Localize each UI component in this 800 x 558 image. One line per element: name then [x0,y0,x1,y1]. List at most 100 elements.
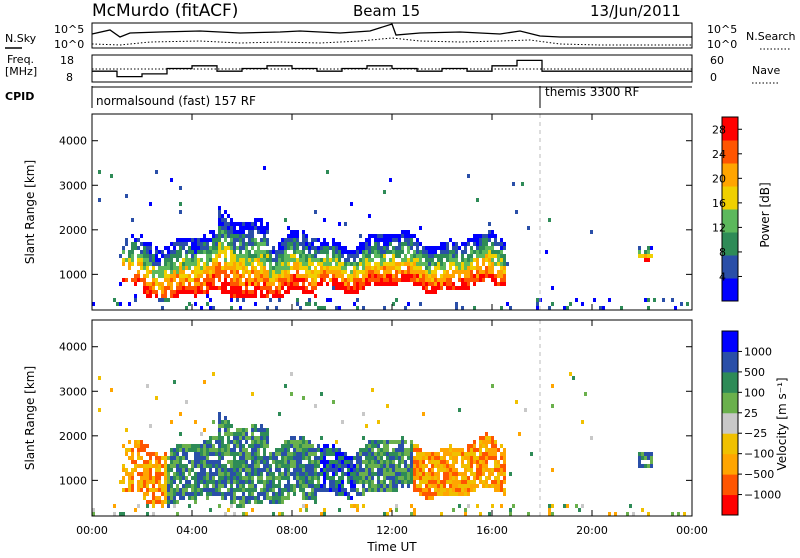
radar-cell [386,242,389,246]
radar-cell [419,464,422,468]
radar-cell [209,452,212,456]
velocity-colorbar-tick-label: 1000 [744,345,772,358]
radar-cell [182,278,185,282]
radar-cell [197,270,200,274]
radar-cell [650,456,653,460]
radar-cell [332,278,335,282]
y-tick-label: 4000 [59,341,87,354]
radar-cell [428,258,431,262]
radar-cell [410,456,413,460]
nave-tick-bottom: 0 [710,71,717,84]
radar-cell [401,448,404,452]
radar-cell [197,262,200,266]
radar-cell [290,234,293,238]
radar-cell [200,492,203,496]
radar-cell [401,460,404,464]
radar-cell [227,476,230,480]
radar-cell [416,476,419,480]
radar-cell [362,270,365,274]
radar-cell [419,448,422,452]
radar-cell [359,278,362,282]
radar-cell [365,456,368,460]
radar-cell [293,274,296,278]
radar-cell [224,250,227,254]
radar-cell [137,448,140,452]
radar-cell [497,472,500,476]
radar-cell [254,274,257,278]
radar-cell [164,492,167,496]
radar-cell [353,480,356,484]
radar-cell [440,512,443,516]
radar-cell [293,242,296,246]
radar-cell [284,258,287,262]
radar-cell [200,246,203,250]
radar-cell [317,282,320,286]
radar-cell [203,380,206,384]
freq-tick-bottom: 8 [66,71,73,84]
x-tick-label: 16:00 [476,524,508,537]
radar-cell [203,460,206,464]
radar-cell [221,290,224,294]
radar-cell [335,492,338,496]
radar-cell [146,464,149,468]
radar-cell [467,464,470,468]
radar-cell [305,254,308,258]
radar-cell [323,452,326,456]
radar-cell [407,456,410,460]
radar-cell [413,484,416,488]
radar-cell [392,472,395,476]
radar-cell [314,270,317,274]
radar-cell [386,404,389,408]
radar-cell [206,270,209,274]
radar-cell [134,464,137,468]
radar-cell [173,250,176,254]
radar-cell [296,238,299,242]
radar-cell [419,258,422,262]
radar-cell [224,472,227,476]
radar-cell [335,250,338,254]
radar-cell [500,250,503,254]
radar-cell [314,476,317,480]
velocity-colorbar-swatch [722,453,738,475]
radar-cell [314,496,317,500]
radar-cell [293,238,296,242]
radar-cell [266,460,269,464]
radar-cell [122,250,125,254]
radar-cell [164,246,167,250]
radar-cell [155,258,158,262]
radar-cell [158,480,161,484]
radar-cell [362,278,365,282]
radar-cell [440,468,443,472]
radar-cell [470,258,473,262]
radar-cell [350,468,353,472]
radar-cell [278,464,281,468]
radar-cell [416,242,419,246]
radar-cell [452,452,455,456]
y-tick-label: 2000 [59,224,87,237]
radar-cell [392,456,395,460]
radar-cell [164,452,167,456]
radar-cell [167,282,170,286]
radar-cell [200,270,203,274]
radar-cell [191,278,194,282]
radar-cell [290,456,293,460]
radar-cell [500,274,503,278]
radar-cell [260,480,263,484]
radar-cell [146,384,149,388]
radar-cell [473,278,476,282]
radar-cell [248,464,251,468]
radar-cell [164,298,167,302]
radar-cell [473,472,476,476]
radar-cell [383,444,386,448]
radar-cell [212,488,215,492]
radar-cell [467,484,470,488]
radar-cell [410,448,413,452]
radar-cell [314,278,317,282]
radar-cell [260,286,263,290]
radar-cell [344,278,347,282]
radar-cell [413,464,416,468]
radar-cell [302,440,305,444]
radar-cell [113,298,116,302]
radar-cell [230,468,233,472]
